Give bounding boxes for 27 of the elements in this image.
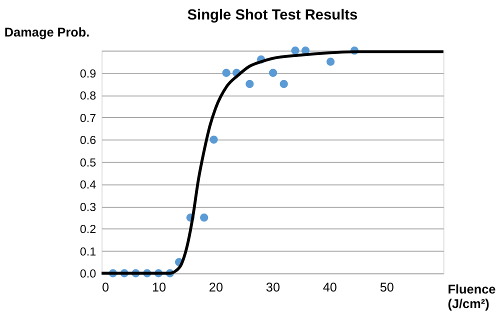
x-tick-label: 10 <box>152 280 166 294</box>
point <box>246 80 254 88</box>
x-tick-label: 40 <box>322 280 337 294</box>
point <box>222 68 230 77</box>
x-tick-label: 0 <box>102 280 110 294</box>
chart-title: Single Shot Test Results <box>187 7 358 24</box>
x-tick-label: 30 <box>266 280 280 294</box>
y-tick-label: 0.3 <box>80 200 96 214</box>
y-tick-label: 0.4 <box>80 178 97 192</box>
point <box>280 80 288 88</box>
point <box>200 214 208 222</box>
x-axis-title: Fluence (J/cm²) <box>448 282 496 311</box>
y-tick-label: 0.2 <box>80 223 96 236</box>
y-tick-label: 0.5 <box>80 156 97 170</box>
point <box>210 136 218 144</box>
y-axis-title: Damage Prob. <box>4 25 90 40</box>
y-tick-label: 0.6 <box>80 134 96 148</box>
y-tick-label: 0.9 <box>80 67 96 80</box>
y-tick-label: 0.1 <box>80 245 96 258</box>
point <box>291 46 300 55</box>
point <box>326 58 335 66</box>
y-tick-label: 0.8 <box>80 90 96 103</box>
x-tick-label: 50 <box>380 280 394 294</box>
x-tick-label: 20 <box>208 280 224 294</box>
point <box>268 68 278 77</box>
y-tick-label: 0.7 <box>80 112 96 125</box>
y-tick-label: 0.0 <box>80 268 97 281</box>
